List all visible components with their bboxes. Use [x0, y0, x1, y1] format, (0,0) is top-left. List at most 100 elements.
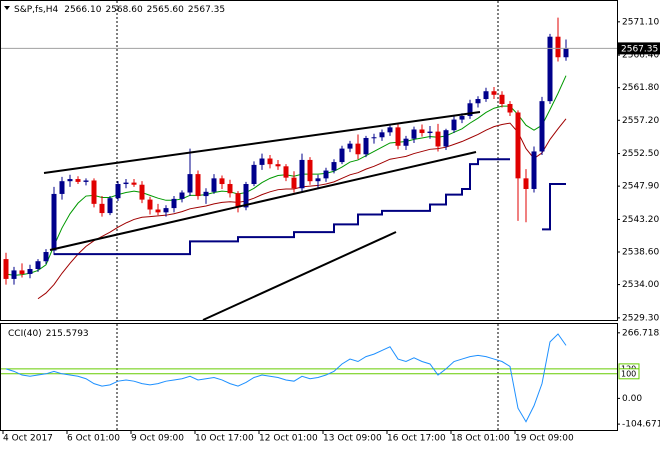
candle-body	[91, 180, 97, 204]
candle-body	[75, 179, 81, 182]
y-tick-label: 266.7182	[622, 328, 660, 338]
candle-body	[251, 164, 257, 185]
candle-body	[403, 138, 409, 146]
y-tick-label: 2543.20	[622, 215, 659, 225]
trendline	[49, 151, 477, 251]
trendline	[202, 231, 397, 321]
open-label: 2566.10	[64, 5, 101, 15]
candle-body	[123, 182, 129, 185]
candle-body	[483, 91, 489, 100]
candle-body	[243, 184, 249, 208]
candle-body	[427, 131, 433, 134]
candle-body	[539, 101, 545, 152]
candle-body	[475, 99, 481, 104]
y-tick-label: 2552.50	[622, 149, 659, 159]
candle-body	[363, 137, 369, 155]
series-line	[5, 333, 567, 423]
candle-body	[35, 261, 41, 270]
trendline	[43, 111, 481, 174]
candle-body	[139, 184, 145, 200]
x-tick-label: 6 Oct 01:00	[67, 434, 120, 444]
candle-body	[451, 119, 457, 131]
x-tick-label: 18 Oct 01:00	[451, 434, 510, 444]
candle-body	[219, 178, 225, 185]
candle-body	[443, 130, 449, 147]
candle-body	[259, 158, 265, 165]
candle-body	[331, 162, 337, 171]
candle-body	[315, 178, 321, 182]
candle-body	[131, 182, 137, 185]
price-box-label: 2567.35	[621, 44, 658, 54]
price-box	[617, 42, 660, 55]
candle-body	[395, 127, 401, 146]
candle-body	[67, 179, 73, 182]
candle-body	[171, 198, 177, 209]
candle-body	[227, 184, 233, 194]
candle-body	[115, 184, 121, 199]
y-tick-label: 2571.10	[622, 17, 659, 27]
candle-body	[291, 177, 297, 189]
candle-body	[491, 91, 497, 95]
x-tick-label: 16 Oct 17:00	[387, 434, 446, 444]
x-tick-label: 4 Oct 2017	[3, 434, 53, 444]
candle-body	[211, 178, 217, 192]
candle-body	[83, 180, 89, 182]
candle-body	[59, 181, 65, 194]
candle-body	[283, 166, 289, 178]
level-box	[618, 368, 640, 380]
symbol: S&P,fs,H4	[14, 5, 59, 15]
candle-body	[499, 94, 505, 104]
candle-body	[411, 129, 417, 139]
candle-body	[275, 164, 281, 167]
candle-body	[547, 36, 553, 102]
menu-triangle	[4, 6, 10, 10]
x-tick-label: 19 Oct 09:00	[515, 434, 574, 444]
y-tick-label: 2557.20	[622, 116, 659, 126]
candle-body	[555, 36, 561, 58]
candle-body	[531, 151, 537, 189]
candle-body	[387, 127, 393, 133]
candle-body	[267, 158, 273, 165]
candle-body	[99, 203, 105, 214]
high-label: 2568.60	[105, 5, 142, 15]
candle-body	[235, 193, 241, 208]
x-tick-label: 12 Oct 01:00	[259, 434, 318, 444]
y-tick-label: 0.00	[622, 394, 642, 404]
y-tick-label: 2566.40	[622, 51, 659, 61]
candle-body	[107, 198, 113, 214]
x-tick-label: 9 Oct 09:00	[131, 434, 184, 444]
candle-body	[435, 131, 441, 147]
candle-body	[51, 193, 57, 251]
candle-body	[187, 174, 193, 193]
candle-body	[523, 178, 529, 189]
candle-body	[459, 116, 465, 120]
cci-value: 215.5793	[46, 329, 89, 339]
y-tick-label: 2561.80	[622, 83, 659, 93]
main-layer	[3, 17, 569, 300]
candle-body	[355, 143, 361, 155]
candle-body	[3, 259, 9, 279]
x-tick-label: 10 Oct 17:00	[195, 434, 254, 444]
low-label: 2565.60	[147, 5, 184, 15]
close-label: 2567.35	[188, 5, 225, 15]
y-tick-label: 2538.60	[622, 248, 659, 258]
candle-body	[467, 103, 473, 117]
candle-body	[563, 48, 569, 58]
candle-body	[155, 209, 161, 213]
cci-panel	[0, 323, 618, 431]
candle-body	[43, 252, 49, 262]
candle-body	[195, 174, 201, 197]
y-tick-label: 2534.00	[622, 280, 659, 290]
series-line	[54, 158, 566, 256]
candle-body	[203, 191, 209, 197]
y-tick-label: 2547.90	[622, 182, 659, 192]
candle-body	[147, 199, 153, 210]
level-label: 100	[621, 369, 636, 378]
candle-body	[179, 192, 185, 199]
candle-body	[347, 143, 353, 149]
candle-body	[27, 269, 33, 274]
candle-body	[507, 103, 513, 113]
